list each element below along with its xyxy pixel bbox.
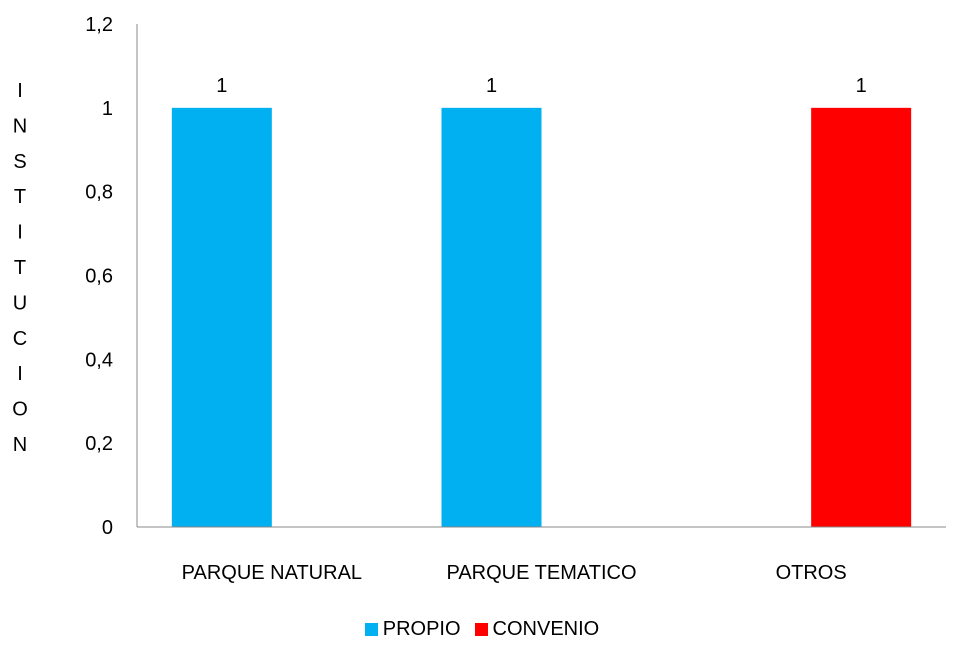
y-tick-label: 0,2 (85, 433, 113, 455)
x-tick-label: PARQUE NATURAL (182, 562, 362, 584)
legend-item-propio: PROPIO (364, 618, 461, 641)
data-label: 1 (856, 75, 867, 97)
data-labels: 1 1 1 (216, 75, 866, 97)
bars (171, 107, 912, 527)
y-tick-label: 1,2 (85, 14, 113, 36)
axes (136, 24, 946, 528)
legend-label-propio: PROPIO (382, 618, 461, 640)
y-axis-title-char: N (13, 434, 27, 456)
y-axis-title-char: C (13, 328, 27, 350)
y-tick-label: 0,6 (85, 266, 113, 288)
legend-label-convenio: CONVENIO (492, 618, 600, 640)
y-axis-title-char: T (14, 186, 26, 208)
y-tick-label: 1 (102, 98, 113, 120)
y-axis-title-char: U (13, 292, 27, 314)
y-tick-label: 0,4 (85, 349, 113, 371)
y-axis-title-char: I (17, 222, 23, 244)
legend-swatch-convenio (474, 623, 488, 636)
y-axis-title-char: S (13, 151, 26, 173)
data-label: 1 (216, 75, 227, 97)
y-axis-title-char: I (17, 80, 23, 102)
legend: PROPIO CONVENIO (0, 618, 964, 641)
y-axis-title-char: T (14, 257, 26, 279)
y-axis-ticks: 0 0,2 0,4 0,6 0,8 1 1,2 (85, 14, 113, 539)
bar-propio-0 (171, 107, 272, 527)
bar-propio-1 (441, 107, 542, 527)
bar-convenio-2 (811, 107, 912, 527)
y-axis-title-char: N (13, 115, 27, 137)
legend-item-convenio: CONVENIO (474, 618, 600, 641)
x-tick-label: PARQUE TEMATICO (446, 562, 636, 584)
data-label: 1 (486, 75, 497, 97)
y-axis-title-char: O (12, 399, 28, 421)
y-axis-title-char: I (17, 363, 23, 385)
legend-swatch-propio (364, 623, 378, 636)
x-tick-label: OTROS (776, 562, 847, 584)
y-tick-label: 0 (102, 517, 113, 539)
x-axis-ticks: PARQUE NATURAL PARQUE TEMATICO OTROS (182, 562, 847, 584)
y-tick-label: 0,8 (85, 182, 113, 204)
